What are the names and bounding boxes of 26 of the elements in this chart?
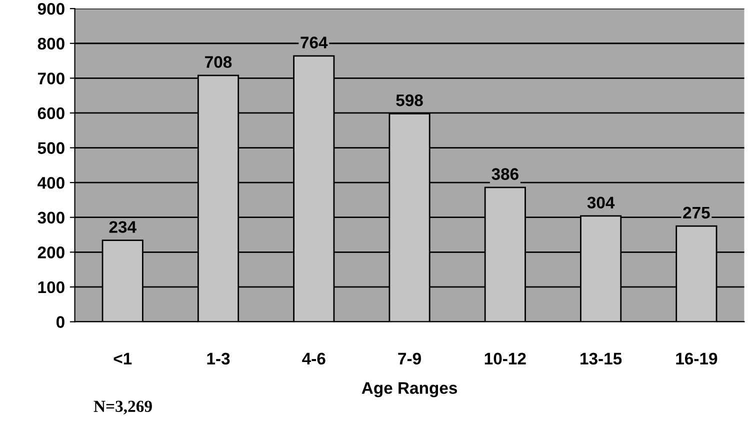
text: N=3,269 (94, 400, 152, 414)
data-label: 234 (109, 221, 136, 233)
data-label: 708 (205, 56, 232, 68)
data-label: 764 (300, 36, 328, 48)
data-label: 275 (683, 206, 710, 219)
x-axis-title: Age Ranges (362, 382, 458, 398)
y-tick-label: 400 (38, 176, 64, 189)
x-tick-label: <1 (114, 352, 132, 364)
y-tick-label: 900 (38, 2, 64, 15)
y-tick-label: 500 (38, 142, 64, 154)
x-tick-label: 1-3 (207, 352, 230, 365)
data-label: 598 (396, 94, 423, 106)
data-label: 304 (587, 196, 615, 209)
x-tick-label: 16-19 (676, 352, 718, 365)
y-tick-label: 200 (38, 246, 64, 258)
y-tick-label: 100 (38, 281, 64, 294)
y-tick-label: 700 (38, 72, 64, 84)
x-tick-label: 7-9 (398, 352, 421, 365)
y-tick-label: 300 (38, 212, 64, 224)
y-tick-label: 0 (56, 316, 64, 328)
y-tick-label: 800 (38, 38, 64, 50)
data-label: 386 (492, 168, 518, 180)
x-tick-label: 13-15 (580, 352, 622, 365)
x-tick-label: 4-6 (302, 352, 326, 365)
x-tick-label: 10-12 (484, 352, 526, 365)
y-tick-label: 600 (38, 107, 64, 120)
